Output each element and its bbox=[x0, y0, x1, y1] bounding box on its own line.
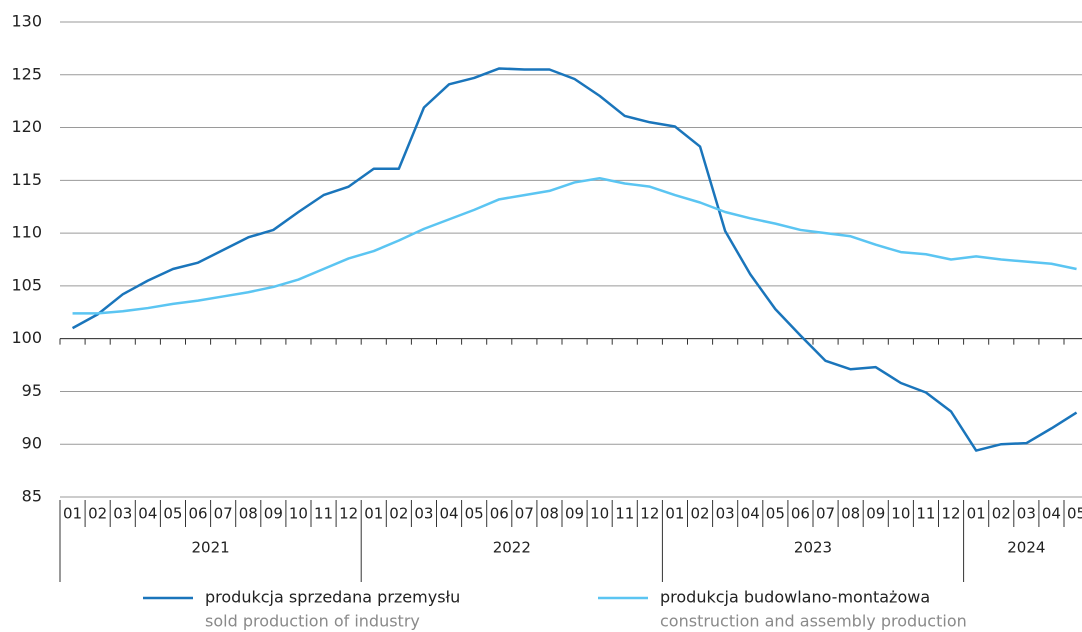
x-tick-label: 08 bbox=[239, 505, 258, 523]
x-tick-label: 02 bbox=[88, 505, 107, 523]
y-tick-label: 105 bbox=[11, 275, 42, 294]
x-tick-label: 06 bbox=[490, 505, 509, 523]
x-tick-label: 12 bbox=[942, 505, 961, 523]
x-tick-label: 04 bbox=[1042, 505, 1061, 523]
legend-label: produkcja budowlano-montażowa bbox=[660, 588, 930, 607]
year-label: 2023 bbox=[794, 539, 832, 557]
x-tick-label: 10 bbox=[590, 505, 609, 523]
y-tick-label: 90 bbox=[22, 434, 42, 453]
x-tick-label: 11 bbox=[615, 505, 634, 523]
x-tick-label: 12 bbox=[339, 505, 358, 523]
series-line bbox=[72, 176, 1077, 315]
x-tick-label: 03 bbox=[414, 505, 433, 523]
x-tick-label: 07 bbox=[515, 505, 534, 523]
x-tick-label: 07 bbox=[214, 505, 233, 523]
x-tick-label: 05 bbox=[465, 505, 484, 523]
y-tick-label: 125 bbox=[11, 64, 42, 83]
legend-subtitle: sold production of industry bbox=[205, 612, 420, 631]
x-tick-label: 01 bbox=[967, 505, 986, 523]
year-label: 2021 bbox=[192, 539, 230, 557]
x-tick-label: 09 bbox=[264, 505, 283, 523]
x-tick-label: 11 bbox=[314, 505, 333, 523]
x-tick-label: 07 bbox=[816, 505, 835, 523]
x-tick-label: 09 bbox=[866, 505, 885, 523]
y-tick-label: 95 bbox=[22, 381, 42, 400]
x-tick-label: 03 bbox=[1017, 505, 1036, 523]
x-tick-label: 10 bbox=[289, 505, 308, 523]
y-tick-label: 115 bbox=[11, 170, 42, 189]
y-tick-label: 110 bbox=[11, 223, 42, 242]
x-tick-label: 08 bbox=[841, 505, 860, 523]
x-tick-label: 08 bbox=[540, 505, 559, 523]
x-tick-label: 12 bbox=[640, 505, 659, 523]
x-tick-label: 05 bbox=[163, 505, 182, 523]
x-tick-label: 02 bbox=[691, 505, 710, 523]
y-tick-label: 120 bbox=[11, 117, 42, 136]
x-tick-label: 09 bbox=[565, 505, 584, 523]
x-tick-label: 05 bbox=[766, 505, 785, 523]
x-tick-label: 02 bbox=[992, 505, 1011, 523]
x-tick-label: 03 bbox=[716, 505, 735, 523]
x-tick-label: 02 bbox=[389, 505, 408, 523]
year-label: 2024 bbox=[1007, 539, 1045, 557]
x-tick-label: 04 bbox=[440, 505, 459, 523]
x-tick-label: 11 bbox=[916, 505, 935, 523]
x-tick-label: 04 bbox=[138, 505, 157, 523]
series-line bbox=[71, 67, 1078, 452]
year-label: 2022 bbox=[493, 539, 531, 557]
x-tick-label: 04 bbox=[741, 505, 760, 523]
y-tick-label: 100 bbox=[11, 328, 42, 347]
x-tick-label: 06 bbox=[189, 505, 208, 523]
y-tick-label: 130 bbox=[11, 12, 42, 31]
legend-subtitle: construction and assembly production bbox=[660, 612, 967, 631]
x-tick-label: 03 bbox=[113, 505, 132, 523]
x-tick-label: 05 bbox=[1067, 505, 1082, 523]
x-tick-label: 01 bbox=[665, 505, 684, 523]
x-tick-label: 10 bbox=[891, 505, 910, 523]
y-tick-label: 85 bbox=[22, 487, 42, 506]
legend-label: produkcja sprzedana przemysłu bbox=[205, 588, 460, 607]
x-tick-label: 01 bbox=[63, 505, 82, 523]
x-tick-label: 06 bbox=[791, 505, 810, 523]
x-tick-label: 01 bbox=[364, 505, 383, 523]
